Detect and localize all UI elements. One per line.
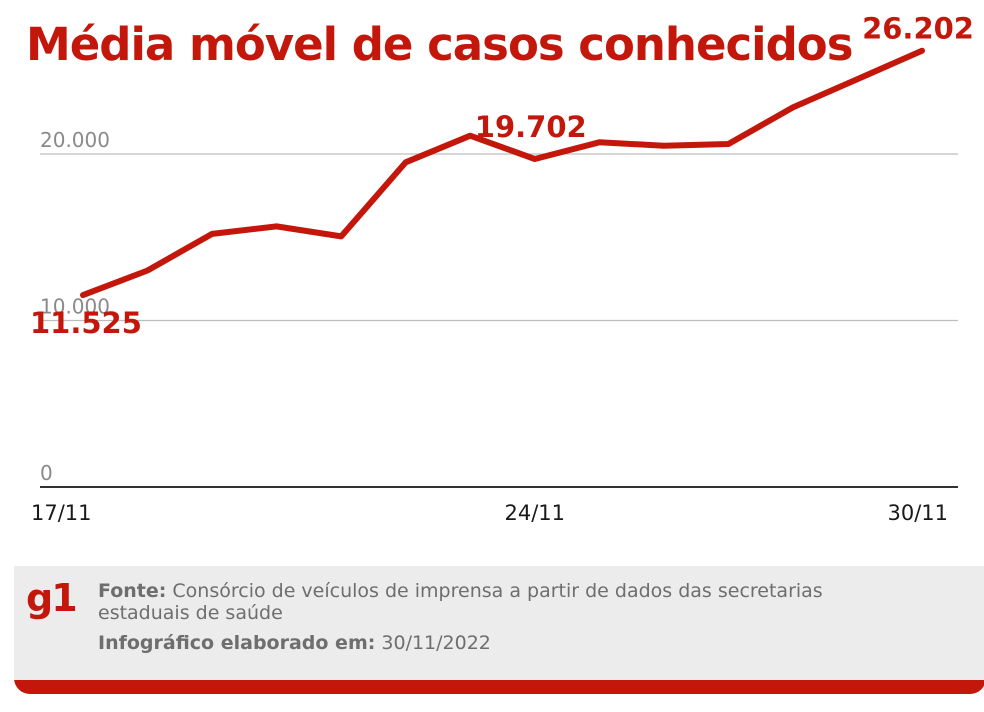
source-line: Fonte: Consórcio de veículos de imprensa… [98, 580, 918, 624]
data-labels: 11.525 19.702 26.202 [30, 12, 974, 340]
x-tick-label: 17/11 [31, 501, 92, 525]
line-chart: 0 10.000 20.000 17/11 24/11 30/11 11.525 19.70… [30, 12, 974, 525]
x-tick-label: 24/11 [505, 501, 566, 525]
series-line [80, 47, 925, 299]
g1-logo-icon: g1 [26, 576, 78, 620]
axes: 0 10.000 20.000 17/11 24/11 30/11 [31, 128, 958, 525]
gridlines [40, 153, 958, 322]
x-tick-label: 30/11 [887, 501, 948, 525]
footer-text: Fonte: Consórcio de veículos de imprensa… [98, 580, 918, 654]
data-label: 19.702 [475, 110, 587, 144]
series-line-layer [80, 47, 925, 299]
credit-date: 30/11/2022 [381, 632, 491, 654]
source-footer: g1 Fonte: Consórcio de veículos de impre… [14, 566, 984, 694]
source-text: Consórcio de veículos de imprensa a part… [98, 580, 823, 624]
source-label: Fonte: [98, 580, 167, 602]
footer-accent-bar [14, 680, 984, 694]
credit-line: Infográfico elaborado em: 30/11/2022 [98, 632, 918, 654]
data-label: 11.525 [30, 306, 142, 340]
y-tick-label: 0 [40, 461, 53, 485]
chart-title: Média móvel de casos conhecidos [26, 18, 854, 71]
data-label: 26.202 [862, 12, 974, 46]
y-tick-label: 10.000 [40, 295, 110, 319]
y-tick-label: 20.000 [40, 128, 110, 152]
credit-label: Infográfico elaborado em: [98, 632, 376, 654]
